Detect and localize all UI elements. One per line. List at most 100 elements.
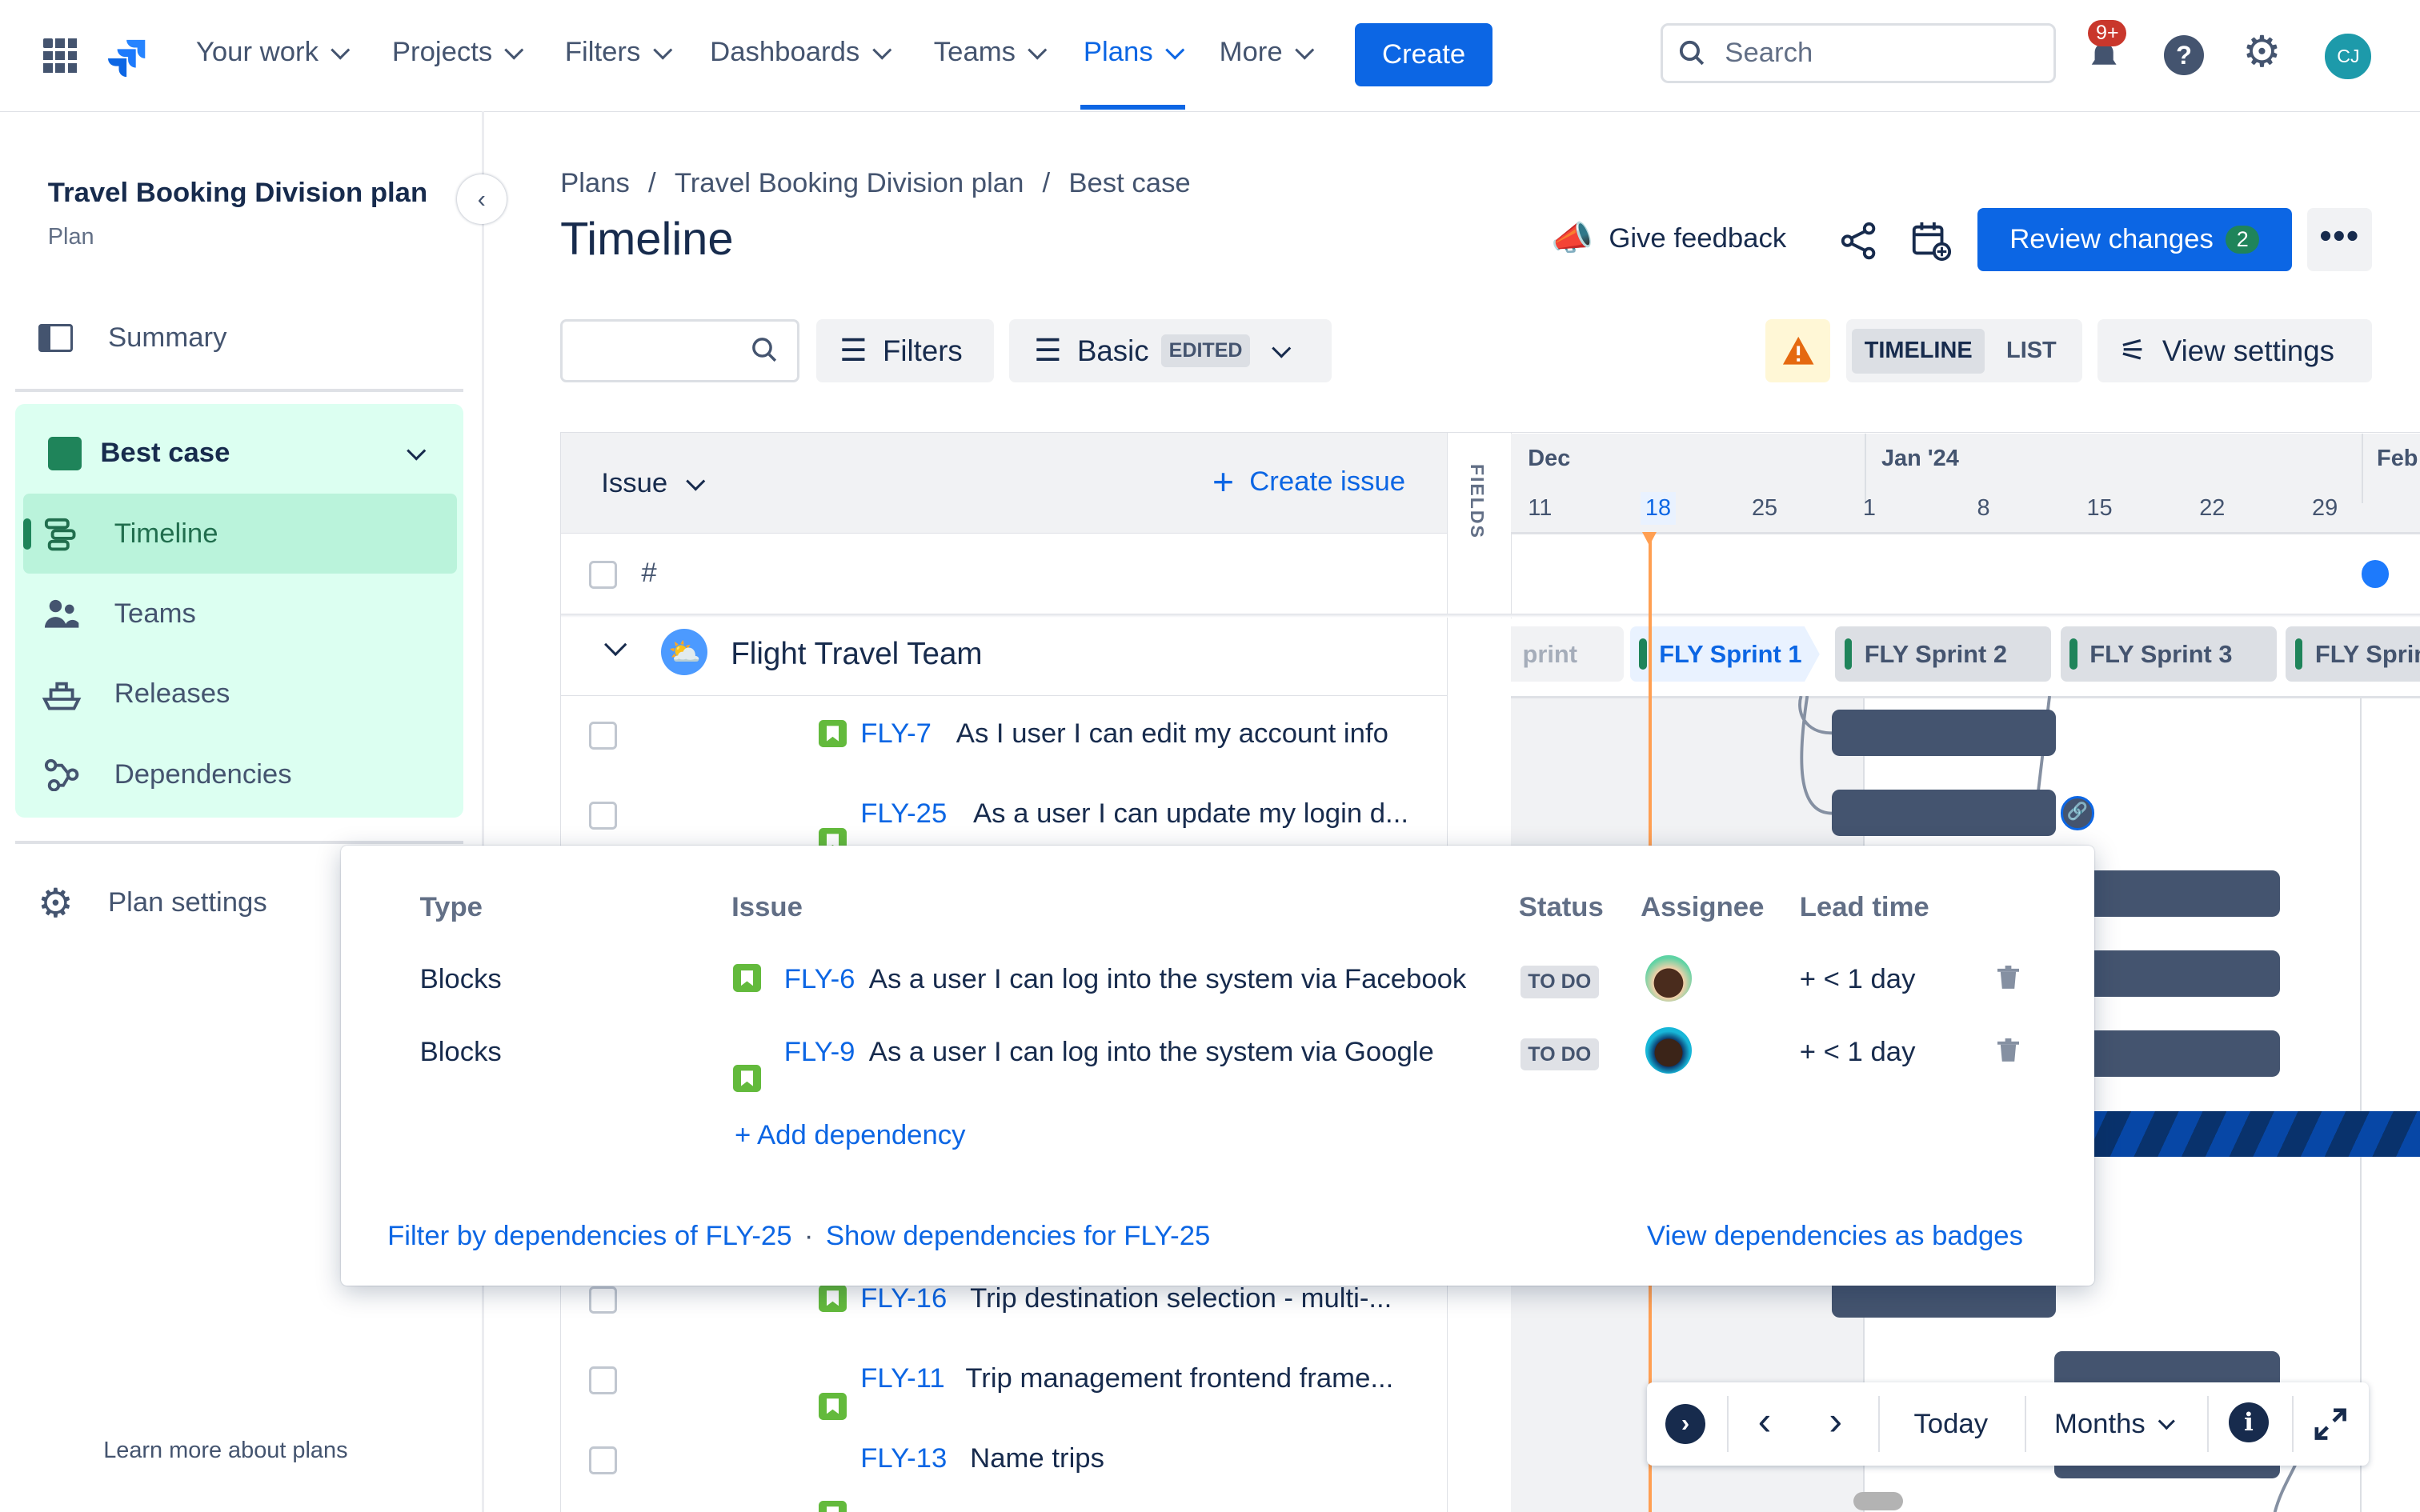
issue-key-link[interactable]: FLY-7	[860, 718, 932, 749]
learn-more-link[interactable]: Learn more about plans	[103, 1438, 348, 1464]
plan-title: Travel Booking Division plan	[47, 177, 428, 208]
fullscreen-icon[interactable]	[2314, 1407, 2347, 1441]
breadcrumb-plans[interactable]: Plans	[560, 168, 630, 199]
assignee-avatar[interactable]	[1645, 954, 1692, 1002]
horizontal-scrollbar[interactable]	[1853, 1491, 1903, 1511]
sprint-fly-3[interactable]: FLY Sprint 3	[2060, 626, 2277, 682]
summary-icon	[34, 319, 77, 356]
nav-label: Dashboards	[710, 37, 860, 68]
sidebar-item-summary[interactable]: Summary	[15, 298, 447, 378]
scroll-left-button[interactable]: ‹	[1757, 1398, 1772, 1444]
settings-gear-icon[interactable]: ⚙	[2242, 27, 2282, 76]
breadcrumb-plan[interactable]: Travel Booking Division plan	[674, 168, 1024, 199]
active-nav-indicator	[1080, 105, 1186, 110]
filter-dependencies-link[interactable]: Filter by dependencies of FLY-25	[387, 1220, 792, 1251]
nav-plans[interactable]: Plans	[1084, 37, 1188, 68]
nav-projects[interactable]: Projects	[392, 37, 527, 68]
sidebar-item-teams[interactable]: Teams	[25, 574, 457, 654]
user-avatar[interactable]: CJ	[2324, 32, 2373, 81]
search-icon	[752, 337, 777, 362]
select-all-checkbox[interactable]	[588, 561, 617, 589]
release-marker[interactable]	[2361, 560, 2390, 588]
add-dependency-button[interactable]: + Add dependency	[735, 1120, 966, 1151]
month-label: Feb	[2377, 446, 2418, 472]
trash-icon[interactable]	[1997, 1038, 2019, 1063]
issue-bar-fly-25[interactable]	[1832, 790, 2056, 837]
issue-summary[interactable]: Trip management frontend frame...	[965, 1362, 1394, 1394]
issue-search-input[interactable]	[560, 319, 799, 383]
warning-button[interactable]	[1765, 319, 1831, 383]
issue-key-link[interactable]: FLY-16	[860, 1282, 948, 1314]
nav-dashboards[interactable]: Dashboards	[710, 37, 895, 68]
scenario-selector[interactable]: Best case	[31, 420, 448, 488]
sprint-fly-1[interactable]: FLY Sprint 1	[1629, 626, 1820, 682]
issue-key-link[interactable]: FLY-13	[860, 1443, 948, 1474]
view-selector[interactable]: ☰ Basic EDITED	[1009, 319, 1332, 383]
sprint-fly-2[interactable]: FLY Sprint 2	[1835, 626, 2052, 682]
nav-filters[interactable]: Filters	[565, 37, 675, 68]
share-icon[interactable]	[1838, 221, 1878, 261]
search-input[interactable]: Search	[1661, 22, 2056, 84]
sidebar-item-releases[interactable]: Releases	[25, 654, 457, 734]
striped-bar[interactable]	[2035, 1110, 2420, 1158]
breadcrumb-scenario[interactable]: Best case	[1068, 168, 1191, 199]
view-settings-button[interactable]: ⚟ View settings	[2097, 319, 2373, 383]
show-dependencies-link[interactable]: Show dependencies for FLY-25	[825, 1220, 1211, 1251]
nav-more[interactable]: More	[1220, 37, 1318, 68]
scroll-right-button[interactable]: ›	[1829, 1398, 1843, 1444]
nav-label: Projects	[391, 37, 493, 68]
give-feedback-button[interactable]: 📣 Give feedback	[1551, 219, 1786, 258]
row-checkbox[interactable]	[588, 1286, 617, 1314]
tab-list[interactable]: LIST	[2006, 338, 2057, 364]
tab-timeline[interactable]: TIMELINE	[1852, 328, 1985, 374]
sidebar-item-dependencies[interactable]: Dependencies	[25, 734, 457, 814]
issue-summary[interactable]: Name trips	[970, 1443, 1104, 1474]
issue-summary[interactable]: As I user I can edit my account info	[956, 718, 1388, 749]
dependency-popover: Type Issue Status Assignee Lead time Blo…	[341, 845, 2095, 1286]
dependency-type: Blocks	[419, 1037, 502, 1067]
info-icon[interactable]: i	[2228, 1402, 2270, 1443]
row-checkbox[interactable]	[588, 801, 617, 830]
timeline-pane: Dec Jan '24 Feb 11 18 25 1 8 15 22 29 pr…	[1511, 433, 2420, 1512]
filters-button[interactable]: ☰ Filters	[816, 319, 994, 383]
fields-toggle-label: FIELDS	[1467, 463, 1488, 539]
today-button[interactable]: Today	[1913, 1408, 1989, 1439]
issue-key-link[interactable]: FLY-11	[860, 1362, 945, 1394]
sidebar-item-timeline[interactable]: Timeline	[25, 494, 457, 574]
app-switcher-icon[interactable]	[43, 38, 78, 73]
row-checkbox[interactable]	[588, 721, 617, 750]
sidebar-item-label: Releases	[114, 678, 230, 710]
issue-key-link[interactable]: FLY-25	[860, 798, 948, 830]
issue-summary[interactable]: As a user I can update my login d...	[973, 798, 1408, 830]
sprint-previous[interactable]: print	[1511, 626, 1624, 682]
nav-teams[interactable]: Teams	[934, 37, 1051, 68]
sidebar-item-plan-settings[interactable]: ⚙ Plan settings	[34, 862, 466, 942]
view-dependencies-badges-link[interactable]: View dependencies as badges	[1646, 1220, 2023, 1251]
dependency-issue-link[interactable]: FLY-6	[783, 964, 855, 995]
jira-logo-icon[interactable]	[108, 37, 148, 78]
breadcrumb-separator: /	[648, 168, 656, 199]
notifications-icon[interactable]	[2085, 37, 2122, 74]
issue-summary[interactable]: Trip destination selection - multi-...	[970, 1282, 1392, 1314]
expand-panel-button[interactable]: ›	[1665, 1404, 1706, 1445]
row-checkbox[interactable]	[588, 1366, 617, 1394]
nav-your-work[interactable]: Your work	[196, 37, 354, 68]
issue-sort-button[interactable]: Issue	[601, 468, 708, 499]
create-issue-button[interactable]: + Create issue	[1212, 463, 1405, 501]
create-button[interactable]: Create	[1355, 22, 1492, 86]
calendar-add-icon[interactable]	[1909, 219, 1953, 262]
nav-label: Teams	[933, 37, 1016, 68]
help-icon[interactable]: ?	[2163, 35, 2205, 76]
assignee-avatar[interactable]	[1645, 1027, 1692, 1074]
trash-icon[interactable]	[1997, 966, 2019, 990]
dependency-issue-link[interactable]: FLY-9	[783, 1037, 855, 1067]
collapse-sidebar-button[interactable]: ‹	[456, 174, 507, 224]
timescale-selector[interactable]: Months	[2054, 1409, 2178, 1440]
review-changes-button[interactable]: Review changes 2	[1977, 208, 2292, 272]
dependency-link-icon[interactable]: 🔗	[2060, 796, 2095, 830]
month-divider	[2359, 695, 2362, 1512]
sprint-fly-4[interactable]: FLY Sprin	[2286, 626, 2420, 682]
issue-bar-fly-7[interactable]	[1832, 710, 2056, 756]
row-checkbox[interactable]	[588, 1446, 617, 1474]
more-actions-button[interactable]: •••	[2307, 208, 2373, 272]
